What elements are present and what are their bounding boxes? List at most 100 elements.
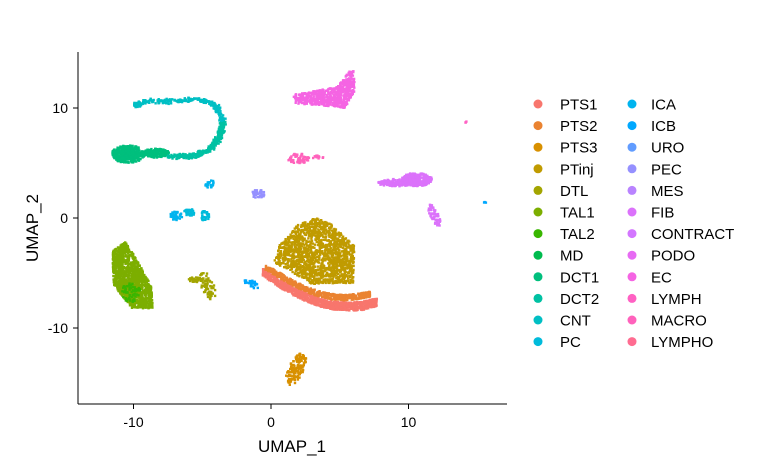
data-point	[324, 268, 327, 272]
data-point	[289, 289, 293, 292]
data-point	[122, 286, 125, 289]
data-point	[336, 277, 339, 281]
data-point	[303, 262, 306, 266]
data-point	[327, 255, 330, 258]
data-point	[146, 148, 149, 151]
data-point	[128, 297, 131, 300]
data-point	[344, 247, 347, 250]
data-point	[301, 260, 304, 264]
data-point	[367, 292, 370, 296]
data-point	[346, 279, 350, 283]
data-point	[287, 290, 291, 293]
data-point	[291, 282, 294, 285]
data-point	[311, 301, 315, 304]
data-point	[313, 282, 316, 285]
data-point	[144, 293, 147, 296]
data-point	[313, 274, 316, 278]
data-point	[132, 254, 135, 258]
data-point	[315, 237, 318, 240]
data-point	[135, 293, 138, 296]
data-point	[119, 277, 123, 280]
data-point	[321, 299, 324, 303]
data-point	[352, 244, 356, 247]
data-point	[138, 274, 141, 277]
data-point	[348, 268, 352, 272]
data-point	[291, 241, 294, 244]
data-point	[120, 151, 123, 154]
data-point	[328, 306, 331, 309]
data-point	[306, 244, 309, 247]
data-point	[315, 218, 318, 221]
data-point	[329, 294, 332, 297]
data-point	[138, 264, 141, 267]
data-point	[143, 288, 147, 292]
data-point	[292, 257, 296, 260]
data-point	[347, 260, 350, 263]
data-point	[353, 295, 356, 298]
data-point	[284, 256, 287, 260]
data-point	[309, 248, 313, 251]
data-point	[117, 270, 120, 273]
data-point	[307, 246, 310, 249]
data-point	[276, 272, 279, 276]
data-point	[291, 256, 294, 259]
data-point	[330, 274, 334, 278]
data-point	[351, 281, 355, 284]
data-point	[305, 242, 308, 245]
data-point	[309, 271, 313, 274]
data-point	[145, 301, 148, 305]
data-point	[345, 302, 349, 305]
data-point	[208, 292, 212, 296]
data-point	[325, 243, 329, 247]
data-point	[167, 153, 170, 156]
data-point	[154, 147, 157, 151]
data-point	[313, 302, 316, 306]
data-point	[286, 371, 289, 374]
data-point	[328, 274, 332, 278]
data-point	[128, 278, 131, 281]
data-point	[329, 223, 333, 226]
data-point	[328, 235, 331, 238]
data-point	[119, 287, 123, 291]
data-point	[114, 249, 117, 252]
data-point	[265, 271, 268, 274]
data-point	[355, 309, 358, 312]
data-point	[298, 229, 301, 232]
data-point	[350, 301, 353, 304]
data-point	[150, 293, 153, 296]
data-point	[281, 276, 285, 280]
data-point	[312, 290, 316, 293]
data-point	[290, 365, 293, 368]
data-point	[296, 374, 300, 378]
data-point	[341, 235, 345, 238]
data-point	[339, 278, 342, 282]
data-point	[303, 233, 306, 236]
data-point	[282, 279, 286, 282]
data-point	[139, 297, 142, 300]
data-point	[289, 367, 292, 371]
data-point	[134, 145, 137, 148]
data-point	[124, 154, 128, 157]
data-point	[117, 268, 121, 272]
data-point	[200, 278, 204, 281]
data-point	[307, 263, 310, 267]
data-point	[312, 218, 315, 221]
data-point	[116, 282, 120, 285]
data-point	[317, 258, 321, 261]
data-point	[144, 281, 147, 284]
data-point	[126, 246, 130, 249]
data-point	[365, 296, 368, 299]
data-point	[203, 285, 207, 288]
data-point	[133, 158, 136, 161]
data-point	[124, 267, 128, 270]
data-point	[135, 298, 138, 302]
data-point	[205, 288, 208, 291]
data-point	[298, 247, 301, 251]
data-point	[293, 289, 297, 292]
data-point	[289, 254, 292, 257]
data-point	[308, 225, 311, 228]
data-point	[113, 252, 117, 255]
data-point	[328, 266, 331, 270]
data-point	[300, 250, 303, 254]
data-point	[288, 240, 291, 243]
